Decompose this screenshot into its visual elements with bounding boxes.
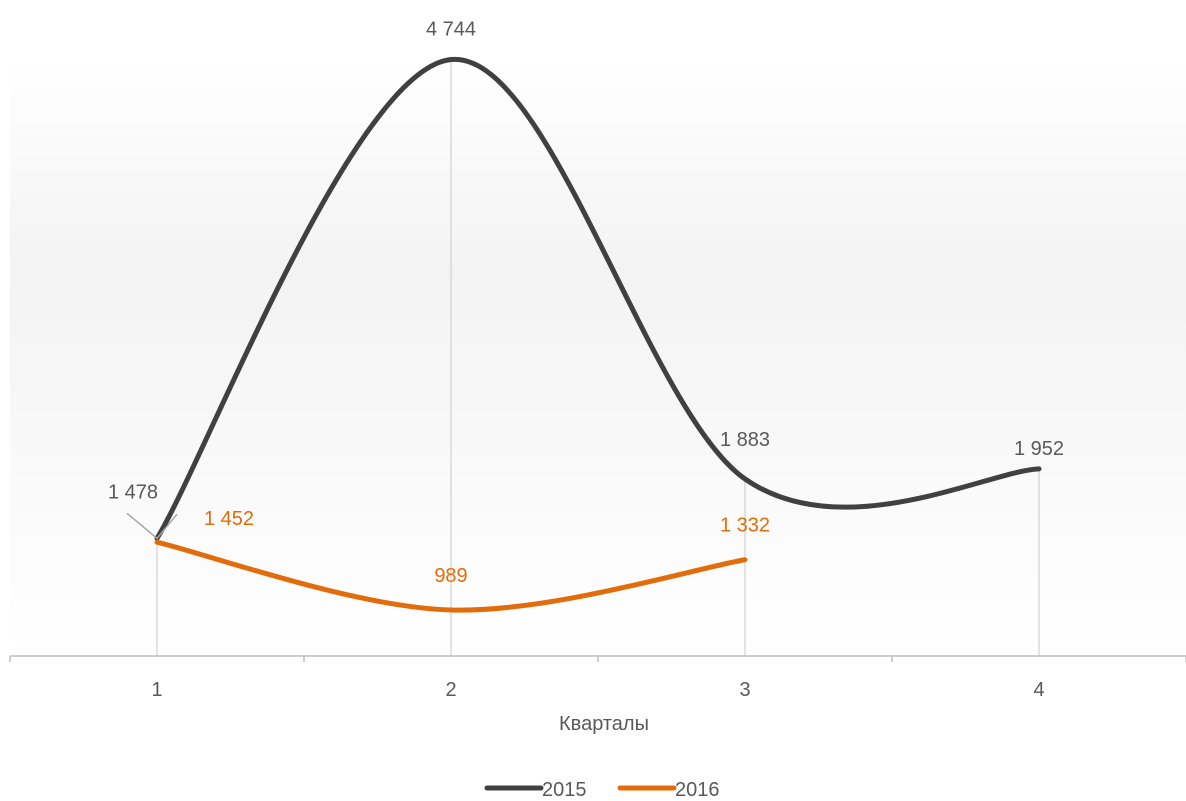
x-tick-label: 3 <box>739 679 750 701</box>
data-label: 1 452 <box>204 508 254 530</box>
x-tick-label: 2 <box>445 679 456 701</box>
data-label: 4 744 <box>426 19 476 41</box>
legend: 2015 2016 <box>484 779 720 801</box>
gridlines <box>156 59 1040 656</box>
x-tick-label: 4 <box>1033 679 1044 701</box>
x-axis: 1 2 3 4 <box>9 655 1186 701</box>
x-axis-title: Кварталы <box>559 713 649 735</box>
series-line-2016 <box>154 539 748 613</box>
data-label: 1 952 <box>1014 438 1064 460</box>
plot-area <box>10 60 1186 656</box>
series-lines <box>154 57 1042 613</box>
data-label: 1 478 <box>108 481 158 503</box>
data-label: 1 332 <box>720 515 770 537</box>
label-leader-line <box>126 512 178 540</box>
legend-label: 2016 <box>675 779 720 801</box>
data-labels: 1 478 4 744 1 883 1 952 1 452 989 1 332 <box>108 19 1064 587</box>
legend-label: 2015 <box>542 779 587 801</box>
data-label: 1 883 <box>720 429 770 451</box>
data-label: 989 <box>434 565 467 587</box>
x-tick-label: 1 <box>151 679 162 701</box>
series-line-2015 <box>154 57 1042 541</box>
